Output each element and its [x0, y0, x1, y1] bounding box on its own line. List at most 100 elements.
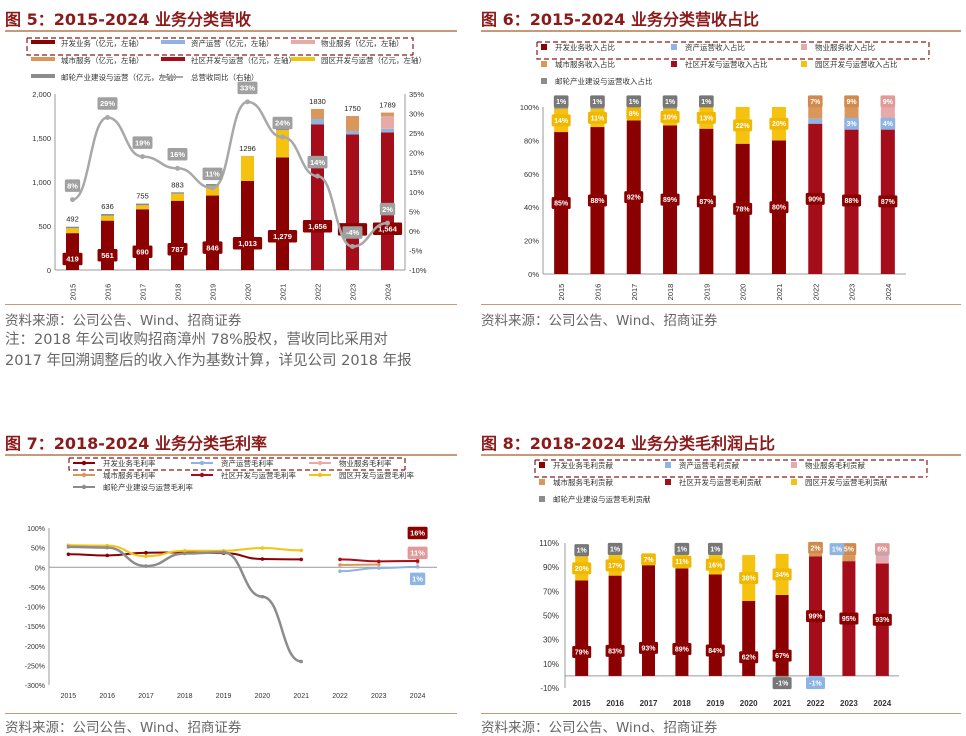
- fig6-dev-label: 92%: [627, 195, 642, 202]
- fig5-bar-2015-6: [66, 227, 79, 229]
- fig8-legend-label-1: 资产运营毛利贡献: [679, 460, 739, 470]
- fig5-source: 资料来源：公司公告、Wind、招商证券: [5, 309, 241, 329]
- fig8-bar-2022-5: [809, 676, 822, 677]
- fig7-legend-label-3: 城市服务毛利率: [103, 470, 156, 480]
- fig5-ytick-left: 0: [47, 266, 51, 275]
- fig7-point-6: [144, 564, 148, 568]
- fig7-point-5: [299, 549, 303, 553]
- fig5-bar-2024-3: [381, 129, 394, 133]
- fig6-bar-2022-4: [808, 107, 822, 119]
- fig8-legend-key-3: [539, 479, 545, 485]
- fig5-total-label: 636: [101, 202, 114, 211]
- fig6-cruise-label: 1%: [629, 99, 640, 106]
- fig5-ytick-right: 15%: [409, 168, 424, 177]
- fig6-park-label: 14%: [554, 118, 569, 125]
- fig5-bar-2024-5: [381, 113, 394, 117]
- fig7-xtick: 2022: [332, 693, 348, 700]
- fig8-legend-key-0: [539, 462, 545, 468]
- fig8-ytick: -10%: [540, 684, 559, 693]
- fig5-chart: 开发业务（亿元，左轴）资产运营（亿元，左轴）物业服务（亿元，左轴）城市服务（亿元…: [5, 32, 457, 302]
- fig8-xtick: 2017: [640, 699, 658, 708]
- fig5-bar-2022-3: [311, 119, 324, 124]
- fig8-legend-label-0: 开发业务毛利贡献: [553, 460, 613, 470]
- fig5-growth-label: -4%: [346, 228, 360, 237]
- fig5-growth-point: [210, 185, 215, 190]
- fig5-legend-label-3: 城市服务（亿元，左轴）: [61, 55, 144, 65]
- fig7-ytick: -50%: [29, 585, 45, 592]
- fig7-point-0: [261, 557, 265, 561]
- fig6-park-label: 13%: [699, 115, 714, 122]
- fig7-ytick: -100%: [25, 605, 45, 612]
- fig6-park-label: 20%: [772, 121, 787, 128]
- fig5-bar-2021-0: [276, 157, 289, 270]
- fig7-legend-label-6: 邮轮产业建设与运营毛利率: [103, 482, 193, 492]
- fig7-end-label-prop: 11%: [410, 549, 425, 558]
- fig8-park-label: 34%: [775, 572, 790, 579]
- fig6-legend-key-6: [541, 78, 547, 84]
- fig7-point-0: [299, 558, 303, 562]
- fig7-point-1: [338, 569, 342, 573]
- fig6-dev-label: 87%: [699, 199, 714, 206]
- fig6-cruise-label: 1%: [556, 99, 567, 106]
- fig5-bar-2016-6: [101, 214, 114, 216]
- fig5-legend-key-0: [31, 40, 55, 44]
- fig5-panel: 图 5：2015-2024 业务分类营收 开发业务（亿元，左轴）资产运营（亿元，…: [5, 0, 457, 370]
- fig5-legend-label-1: 资产运营（亿元，左轴）: [191, 38, 274, 48]
- fig6-dev-label: 85%: [554, 201, 569, 208]
- fig5-total-label: 1750: [344, 104, 361, 113]
- fig8-source: 资料来源：公司公告、Wind、招商证券: [481, 716, 717, 736]
- fig5-ytick-right: -10%: [409, 266, 427, 275]
- fig5-note-line-1: 注：2018 年公司收购招商漳州 78%股权，营收同比采用对: [5, 328, 388, 349]
- fig7-legend-label-0: 开发业务毛利率: [103, 458, 156, 468]
- fig5-growth-label: 33%: [240, 84, 255, 93]
- fig5-ytick-left: 2,000: [32, 90, 51, 99]
- fig7-legend-dot-0: [82, 461, 86, 465]
- fig6-comm-label: 88%: [845, 198, 860, 205]
- fig8-city-label: 5%: [844, 547, 855, 554]
- fig8-ytick: 10%: [543, 660, 559, 669]
- fig6-legend-key-5: [801, 61, 807, 67]
- fig5-ytick-right: 5%: [409, 207, 420, 216]
- fig5-ytick-right: -5%: [409, 246, 423, 255]
- fig5-ytick-right: 10%: [409, 188, 424, 197]
- fig8-ytick: 70%: [543, 587, 559, 596]
- fig7-ytick: 50%: [31, 546, 45, 553]
- fig5-ytick-right: 35%: [409, 90, 424, 99]
- fig8-park-label: 11%: [675, 559, 689, 566]
- fig7-point-6: [261, 595, 265, 599]
- fig5-legend-label-4: 社区开发与运营（亿元，左轴）: [191, 55, 296, 65]
- fig7-point-3: [338, 563, 342, 567]
- fig5-bar-2018-2: [171, 194, 184, 201]
- fig8-park-label: 7%: [643, 557, 654, 564]
- fig5-bar-label-2024: 1,564: [378, 224, 398, 233]
- fig6-dev-label: 80%: [772, 205, 787, 212]
- fig8-cruise-label: 1%: [677, 546, 688, 553]
- fig5-bar-2024-4: [381, 116, 394, 129]
- fig5-total-label: 755: [136, 192, 149, 201]
- fig5-legend-dot-7: [170, 75, 174, 79]
- fig6-xtick: 2018: [666, 284, 675, 301]
- fig8-dev-label: 89%: [675, 647, 690, 654]
- fig5-growth-label: 14%: [310, 158, 325, 167]
- fig8-legend-key-2: [791, 462, 797, 468]
- fig6-dev-label: 78%: [736, 206, 751, 213]
- fig5-xtick: 2021: [279, 284, 288, 301]
- fig6-comm-label: 90%: [808, 196, 823, 203]
- fig8-park-label: 17%: [608, 563, 623, 570]
- fig6-ytick: 20%: [524, 237, 539, 246]
- fig8-cruise-label: 1%: [577, 548, 588, 555]
- fig5-bar-label-2021: 1,279: [273, 232, 292, 241]
- fig8-xtick: 2016: [606, 699, 624, 708]
- fig7-point-0: [144, 551, 148, 555]
- fig5-growth-label: 8%: [67, 181, 78, 190]
- fig5-growth-point: [245, 99, 250, 104]
- fig7-title: 图 7：2018-2024 业务分类毛利率: [5, 430, 267, 454]
- fig6-ytick: 0%: [528, 270, 539, 279]
- fig5-legend-label-7: 总营收同比（右轴）: [191, 72, 259, 82]
- fig6-ytick: 100%: [520, 103, 540, 112]
- fig6-dev-label: 88%: [590, 198, 605, 205]
- fig8-legend-key-1: [665, 462, 671, 468]
- fig5-growth-point: [350, 244, 355, 249]
- fig6-chart: 开发业务收入占比资产运营收入占比物业服务收入占比城市服务收入占比社区开发与运营收…: [481, 32, 961, 302]
- fig7-point-1: [377, 566, 381, 570]
